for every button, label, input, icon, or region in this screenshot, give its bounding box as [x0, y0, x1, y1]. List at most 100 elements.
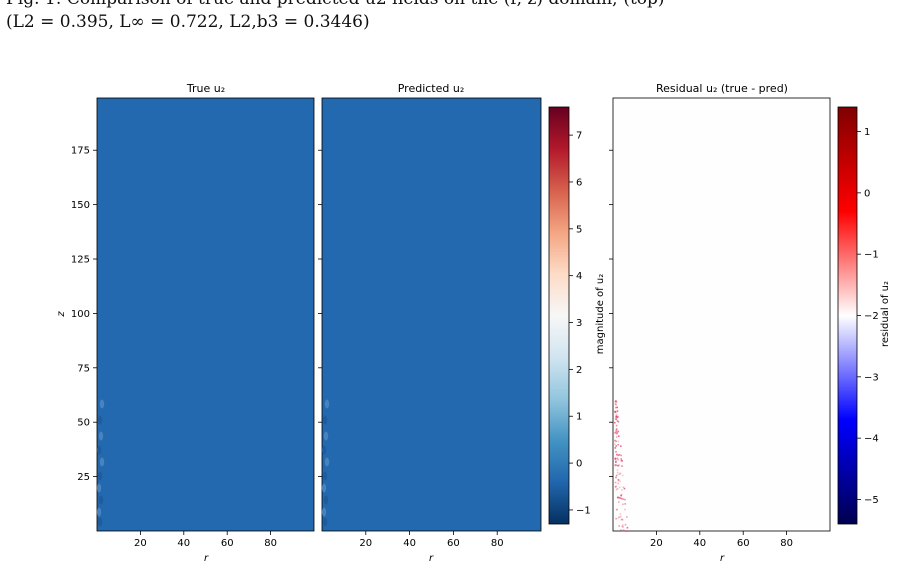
residual-speck	[618, 486, 621, 489]
residual-speck	[621, 460, 623, 462]
residual-speck	[622, 503, 624, 506]
residual-speck	[621, 497, 623, 500]
residual-speck	[616, 406, 618, 409]
panel-pred-xlabel: r	[429, 553, 434, 564]
residual-speck	[619, 497, 622, 499]
colorbar-tick-label: −1	[576, 505, 591, 516]
x-tick-label: 80	[780, 538, 793, 549]
residual-speck	[618, 525, 620, 527]
disturbance-mark	[323, 495, 329, 505]
colorbar-tick-label: 5	[576, 224, 582, 235]
panel-true: True u₂ 20 40 60 80 25 50 75 100 125 150 175 r z	[56, 82, 315, 564]
residual-speck	[617, 496, 620, 499]
panel-true-xlabel: r	[204, 553, 209, 564]
y-tick-label: 100	[71, 309, 90, 320]
residual-speck	[615, 401, 618, 403]
colorbar-tick-label: 7	[576, 131, 582, 142]
colorbar-tick-label: 3	[576, 318, 582, 329]
residual-speck	[615, 451, 617, 453]
residual-speck	[615, 429, 618, 431]
residual-speck	[616, 410, 619, 412]
disturbance-mark	[98, 495, 104, 505]
disturbance-mark	[96, 445, 102, 455]
disturbance-mark	[96, 507, 102, 517]
residual-speck	[616, 420, 619, 422]
residual-speck	[616, 508, 618, 511]
residual-speck	[625, 530, 628, 532]
residual-speck	[614, 432, 617, 434]
residual-speck	[626, 526, 629, 529]
residual-speck	[621, 489, 623, 491]
residual-speck	[614, 481, 617, 484]
residual-speck	[615, 436, 618, 438]
residual-speck	[615, 428, 618, 430]
disturbance-mark	[323, 431, 329, 441]
y-tick-label: 150	[71, 200, 90, 211]
residual-speck	[614, 457, 617, 460]
panel-residual: Residual u₂ (true - pred) 20 40 60 80 r	[609, 82, 831, 564]
disturbance-mark	[321, 507, 327, 517]
disturbance-mark	[99, 399, 105, 409]
residual-speck	[614, 400, 617, 403]
x-tick-label: 20	[359, 538, 372, 549]
y-tick-label: 50	[77, 418, 90, 429]
panel-pred-x-ticks: 20 40 60 80	[359, 531, 504, 549]
caption-line-2: (L2 = 0.395, L∞ = 0.722, L2,b3 = 0.3446)	[6, 12, 370, 32]
residual-speck	[617, 459, 619, 461]
residual-speck	[614, 403, 617, 405]
residual-speck	[622, 486, 625, 489]
panel-true-y-ticks: 25 50 75 100 125 150 175	[71, 146, 97, 483]
colorbar-tick-label: 1	[576, 412, 582, 423]
residual-speck	[617, 482, 620, 485]
residual-speck	[616, 508, 618, 511]
residual-speck	[614, 417, 617, 420]
panel-residual-x-ticks: 20 40 60 80	[650, 531, 793, 549]
colorbar-magnitude: −1 0 1 2 3 4 5 6 7 magnitude of u₂	[548, 106, 606, 525]
residual-speck	[621, 525, 623, 528]
residual-speck	[624, 498, 626, 501]
colorbar-magnitude-bar	[548, 106, 570, 525]
colorbar-tick-label: 0	[576, 459, 582, 470]
colorbar-tick-label: 1	[864, 127, 870, 138]
residual-speck	[615, 485, 617, 488]
colorbar-tick-label: 4	[576, 271, 582, 282]
residual-speck	[618, 501, 620, 503]
residual-speck	[618, 454, 621, 456]
residual-speck	[615, 424, 618, 427]
residual-speck	[622, 498, 625, 500]
x-tick-label: 80	[264, 538, 277, 549]
residual-speck	[615, 488, 618, 491]
x-tick-label: 20	[134, 538, 147, 549]
colorbar-tick-label: 6	[576, 177, 582, 188]
colorbar-tick-label: 2	[576, 365, 582, 376]
disturbance-mark	[321, 483, 327, 493]
residual-speck	[616, 453, 618, 456]
disturbance-mark	[98, 431, 104, 441]
panel-true-disturbance	[96, 399, 105, 527]
residual-speck	[623, 487, 626, 490]
residual-speck	[620, 493, 623, 496]
residual-speck	[617, 415, 619, 418]
residual-speck	[615, 414, 618, 416]
residual-speck	[620, 529, 622, 531]
residual-speck	[614, 439, 616, 442]
residual-speck	[621, 518, 624, 521]
residual-speck	[614, 447, 617, 449]
residual-speck	[619, 515, 622, 518]
residual-speck	[615, 464, 618, 467]
residual-speck	[616, 432, 618, 435]
residual-speck	[614, 464, 617, 466]
residual-speck	[617, 454, 620, 457]
residual-speck	[617, 430, 620, 433]
x-tick-label: 20	[650, 538, 663, 549]
colorbar-tick-label: −3	[864, 372, 879, 383]
residual-speck	[617, 431, 620, 433]
x-tick-label: 40	[693, 538, 706, 549]
residual-speck	[616, 416, 619, 419]
disturbance-mark	[324, 457, 330, 467]
residual-speck	[626, 516, 628, 518]
residual-speck	[616, 457, 619, 460]
x-tick-label: 60	[737, 538, 750, 549]
residual-speck	[615, 445, 617, 447]
colorbar-residual: −5 −4 −3 −2 −1 0 1 residual of u₂	[837, 106, 891, 525]
